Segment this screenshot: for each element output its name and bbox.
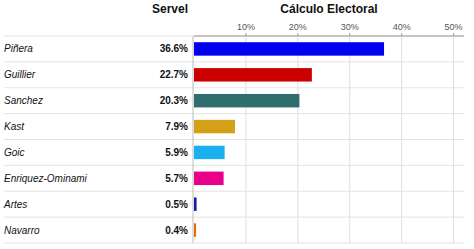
row-separator — [4, 191, 464, 192]
bar — [194, 197, 197, 210]
bar — [194, 42, 384, 55]
data-label: 36.6% — [160, 43, 188, 54]
category-label: Artes — [3, 199, 27, 210]
data-label: 20.3% — [160, 95, 188, 106]
x-tick-label: 50% — [445, 22, 463, 32]
row-separator — [4, 165, 464, 166]
category-label: Navarro — [4, 225, 40, 236]
bar — [194, 94, 299, 107]
column-separator — [193, 36, 194, 243]
data-label: 0.5% — [165, 199, 188, 210]
title: Cálculo Electoral — [280, 2, 377, 16]
bars — [194, 42, 384, 237]
bar — [194, 146, 225, 159]
row-separator — [4, 217, 464, 218]
category-label: Guillier — [4, 69, 36, 80]
data-label: 7.9% — [165, 121, 188, 132]
data-label: 22.7% — [160, 69, 188, 80]
row-separator — [4, 61, 464, 62]
row-separator — [4, 36, 464, 37]
category-label: Piñera — [4, 43, 33, 54]
data-label: 5.9% — [165, 147, 188, 158]
row-separator — [4, 87, 464, 88]
category-label: Kast — [4, 121, 25, 132]
x-tick-label: 40% — [393, 22, 411, 32]
x-tick-label: 10% — [237, 22, 255, 32]
bar — [194, 223, 196, 236]
category-label: Enriquez-Ominami — [4, 173, 88, 184]
x-tick — [401, 33, 402, 36]
bar — [194, 120, 235, 133]
x-tick — [453, 33, 454, 36]
row-separator — [4, 139, 464, 140]
data-label: 0.4% — [165, 225, 188, 236]
x-tick-label: 30% — [341, 22, 359, 32]
bar — [194, 172, 224, 185]
category-label: Goic — [4, 147, 25, 158]
x-axis-line — [194, 36, 464, 37]
data-label: 5.7% — [165, 173, 188, 184]
x-tick — [245, 33, 246, 36]
column-header: Servel — [152, 2, 188, 16]
x-tick-label: 20% — [289, 22, 307, 32]
row-separator — [4, 113, 464, 114]
x-tick — [349, 33, 350, 36]
chart: 10% 20% 30% 40% 50% Piñera Guillier Sanchez Kast… — [0, 0, 474, 249]
bar — [194, 68, 312, 81]
category-label: Sanchez — [4, 95, 43, 106]
x-tick — [297, 33, 298, 36]
row-separator — [4, 243, 464, 244]
